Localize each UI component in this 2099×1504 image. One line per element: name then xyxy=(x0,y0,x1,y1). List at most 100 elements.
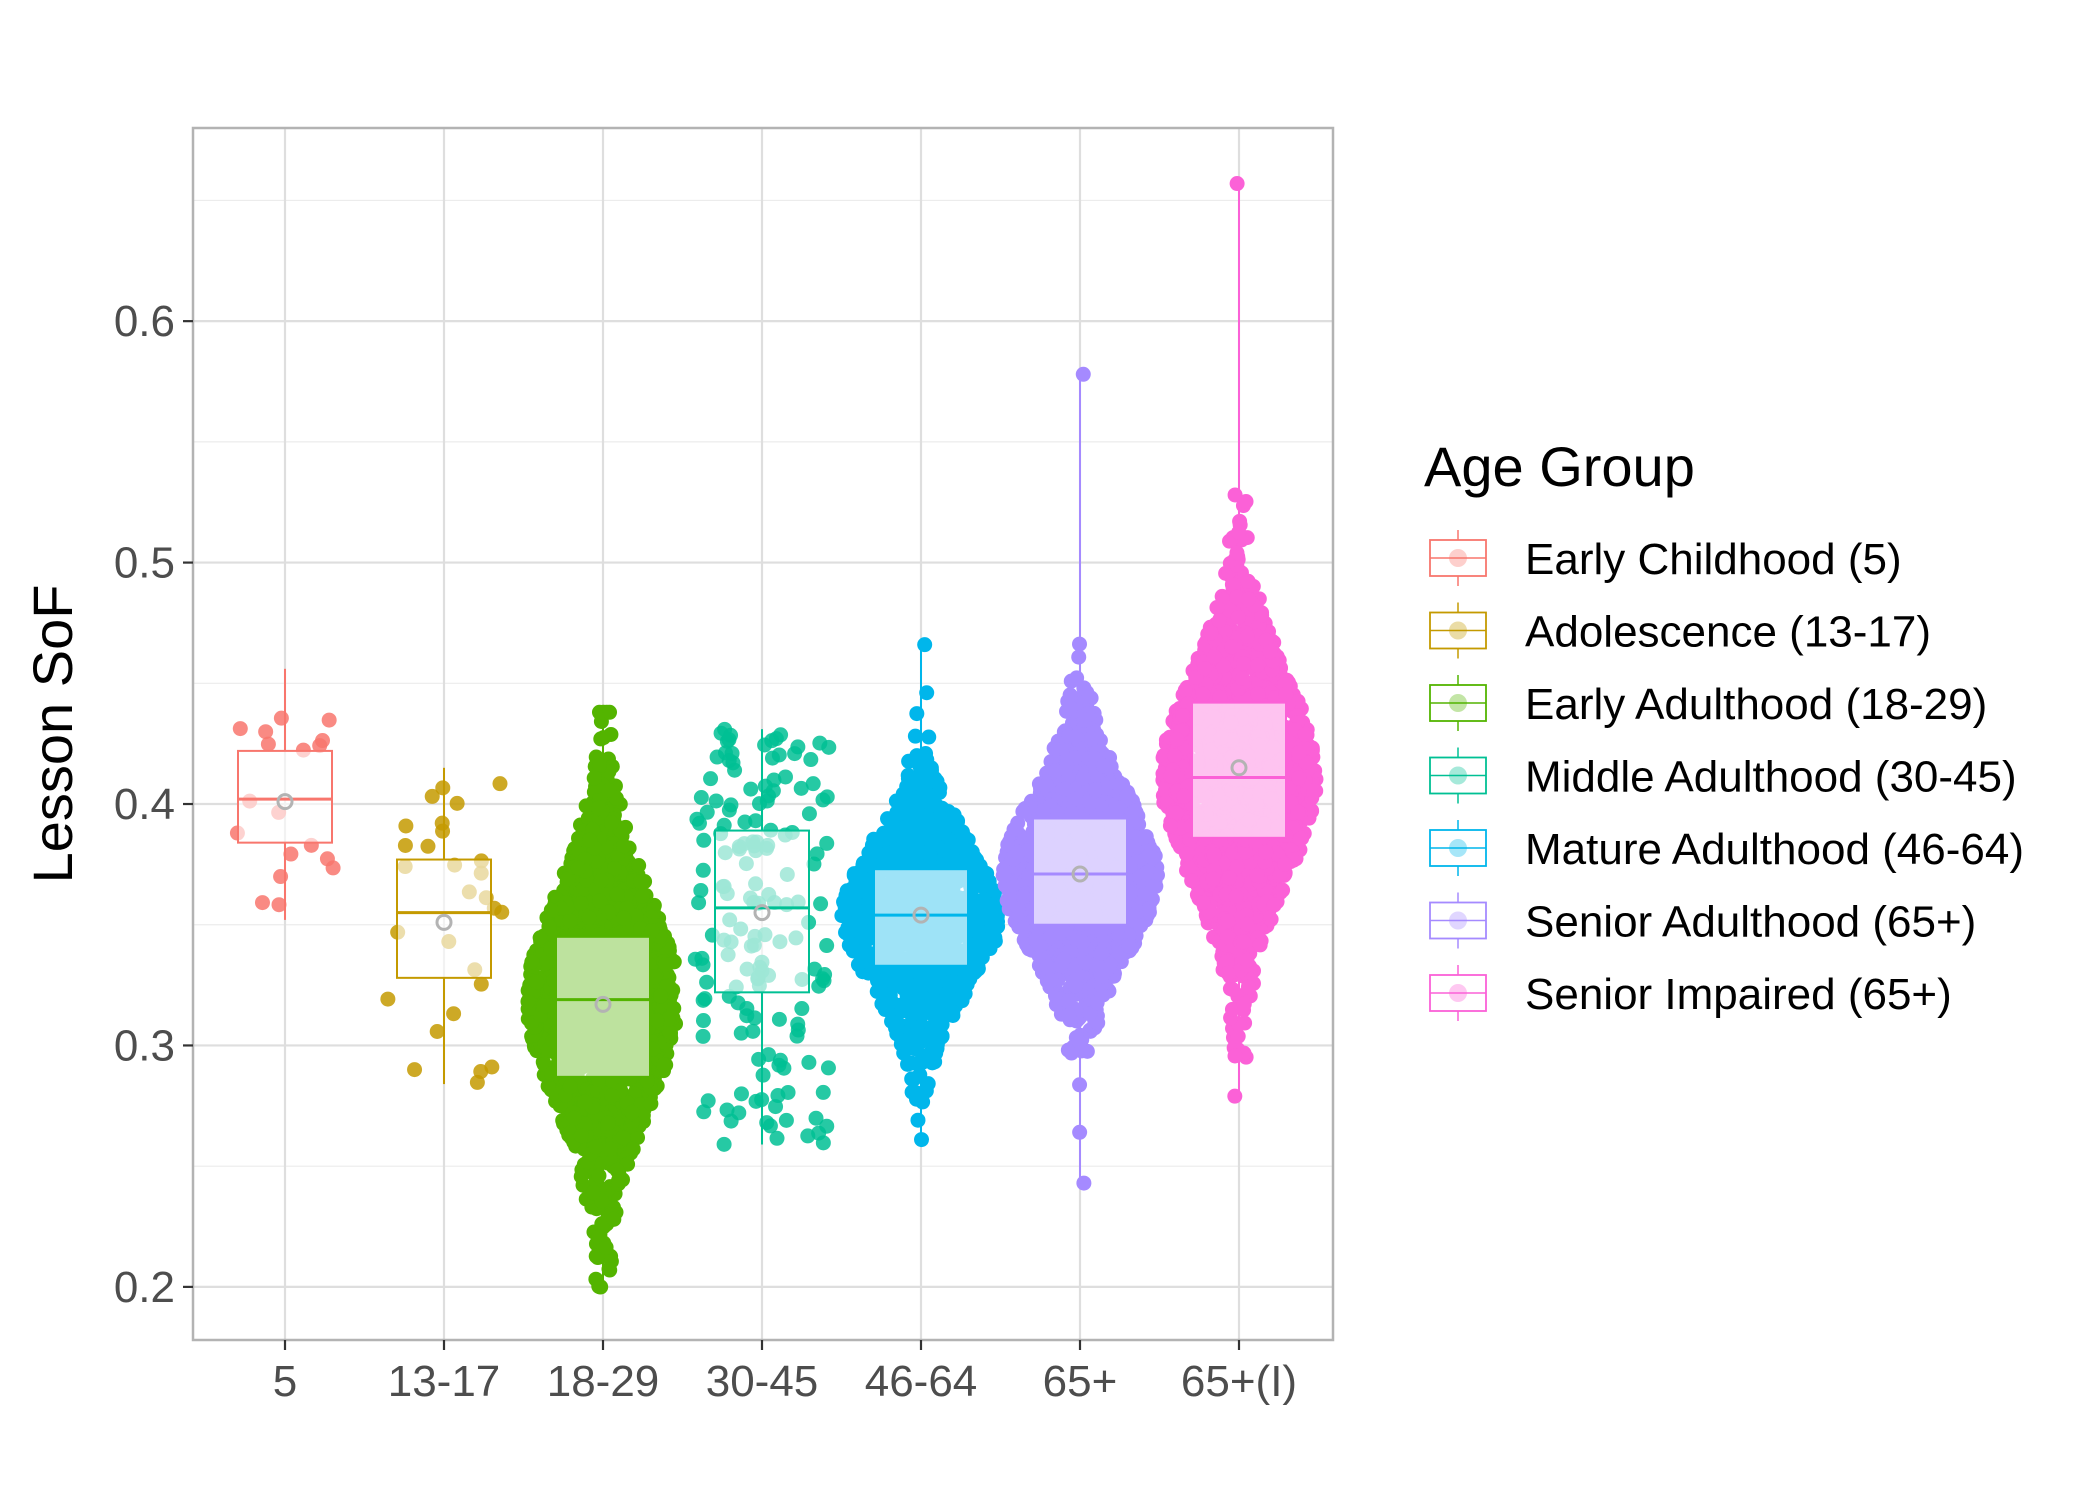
data-point xyxy=(610,1163,625,1178)
data-point xyxy=(921,1076,936,1091)
data-point xyxy=(1088,783,1103,798)
data-point xyxy=(1061,993,1076,1008)
data-point xyxy=(748,813,763,828)
data-point xyxy=(915,1055,930,1070)
data-point xyxy=(821,740,836,755)
data-point xyxy=(1077,713,1092,728)
data-point xyxy=(691,895,706,910)
data-point xyxy=(567,1111,582,1126)
data-point xyxy=(1047,741,1062,756)
data-point xyxy=(696,993,711,1008)
data-point xyxy=(606,1212,621,1227)
data-point xyxy=(923,848,938,863)
data-point xyxy=(840,927,855,942)
data-point xyxy=(996,868,1011,883)
data-point xyxy=(856,859,871,874)
data-point xyxy=(255,895,270,910)
data-point xyxy=(1015,804,1030,819)
data-point xyxy=(573,896,588,911)
data-point xyxy=(756,1068,771,1083)
data-point xyxy=(877,833,892,848)
data-point xyxy=(593,1279,608,1294)
data-point xyxy=(633,874,648,889)
data-point xyxy=(972,951,987,966)
data-point xyxy=(425,789,440,804)
data-point xyxy=(643,1096,658,1111)
data-point xyxy=(602,705,617,720)
data-point xyxy=(758,779,773,794)
data-point xyxy=(563,1079,578,1094)
data-point xyxy=(699,975,714,990)
data-point xyxy=(1075,935,1090,950)
data-point xyxy=(635,888,650,903)
data-point xyxy=(809,1111,824,1126)
data-point xyxy=(446,1006,461,1021)
data-point xyxy=(1057,781,1072,796)
data-point xyxy=(776,1061,791,1076)
data-point xyxy=(541,919,556,934)
data-point xyxy=(473,1064,488,1079)
data-point xyxy=(626,1142,641,1157)
data-point xyxy=(474,977,489,992)
data-point xyxy=(794,1001,809,1016)
data-point xyxy=(853,955,868,970)
data-point xyxy=(1003,892,1018,907)
data-point xyxy=(779,1113,794,1128)
data-point xyxy=(616,1130,631,1145)
data-point xyxy=(958,966,973,981)
data-point xyxy=(604,1088,619,1103)
data-point xyxy=(816,1135,831,1150)
data-point xyxy=(917,786,932,801)
data-point xyxy=(320,851,335,866)
data-point xyxy=(562,913,577,928)
data-point xyxy=(420,839,435,854)
data-point xyxy=(967,850,982,865)
data-point xyxy=(544,903,559,918)
data-point xyxy=(577,1095,592,1110)
data-point xyxy=(588,1139,603,1154)
data-point xyxy=(1094,946,1109,961)
data-point xyxy=(380,992,395,1007)
data-point xyxy=(1076,1176,1091,1191)
data-point xyxy=(806,776,821,791)
data-point xyxy=(653,989,668,1004)
data-point xyxy=(819,938,834,953)
data-point xyxy=(909,706,924,721)
data-point xyxy=(602,1263,617,1278)
data-point xyxy=(815,971,830,986)
data-point xyxy=(524,955,539,970)
data-point xyxy=(656,1057,671,1072)
data-point xyxy=(616,838,631,853)
data-point xyxy=(582,833,597,848)
data-point xyxy=(1076,367,1091,382)
data-point xyxy=(494,905,509,920)
data-point xyxy=(859,933,874,948)
data-point xyxy=(407,1062,422,1077)
data-point xyxy=(810,846,825,861)
data-point xyxy=(696,863,711,878)
data-point xyxy=(450,796,465,811)
data-point xyxy=(592,894,607,909)
data-point xyxy=(816,1085,831,1100)
data-point xyxy=(932,785,947,800)
data-point xyxy=(1076,771,1091,786)
data-point xyxy=(734,1086,749,1101)
data-point xyxy=(398,818,413,833)
data-point xyxy=(594,873,609,888)
data-point xyxy=(803,752,818,767)
data-point xyxy=(593,731,608,746)
data-point xyxy=(603,1141,618,1156)
data-point xyxy=(591,1168,606,1183)
data-point xyxy=(944,979,959,994)
data-point xyxy=(838,900,853,915)
data-point xyxy=(894,855,909,870)
data-point xyxy=(743,782,758,797)
data-point xyxy=(1071,650,1086,665)
data-point xyxy=(882,996,897,1011)
data-point xyxy=(787,746,802,761)
data-point xyxy=(745,1024,760,1039)
data-point xyxy=(1093,924,1108,939)
data-point xyxy=(717,1137,732,1152)
data-point xyxy=(1063,700,1078,715)
